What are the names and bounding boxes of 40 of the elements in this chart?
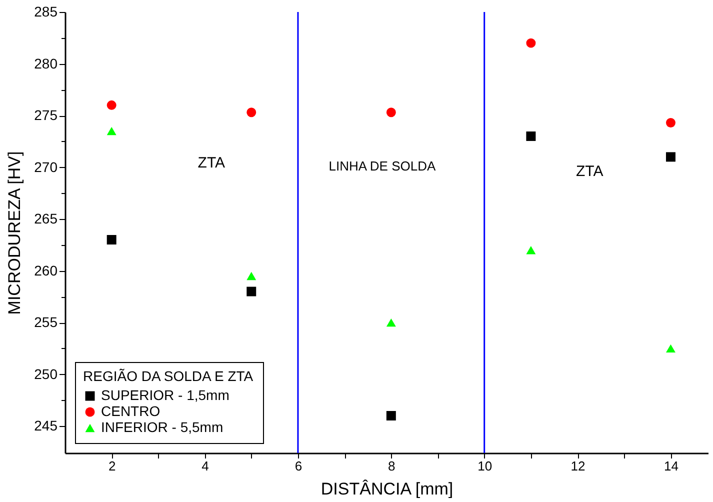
point bbox=[526, 38, 536, 48]
point bbox=[246, 272, 256, 280]
point bbox=[526, 131, 536, 141]
legend-label: SUPERIOR - 1,5mm bbox=[101, 387, 230, 403]
point bbox=[386, 410, 396, 420]
point bbox=[666, 118, 676, 128]
x-tick-label: 4 bbox=[202, 458, 209, 474]
x-tick-label: 8 bbox=[388, 458, 396, 474]
legend-label: INFERIOR - 5,5mm bbox=[101, 419, 224, 435]
y-tick-label: 260 bbox=[34, 262, 58, 278]
y-tick-label: 285 bbox=[34, 4, 58, 20]
point bbox=[666, 152, 676, 162]
annotation: ZTA bbox=[198, 154, 226, 172]
x-tick-label: 14 bbox=[664, 458, 678, 474]
annotation: LINHA DE SOLDA bbox=[328, 158, 436, 174]
point bbox=[246, 286, 256, 296]
legend-label: CENTRO bbox=[101, 403, 160, 419]
annotation: ZTA bbox=[576, 162, 604, 180]
y-tick-label: 270 bbox=[34, 158, 58, 175]
y-tick-label: 265 bbox=[34, 210, 58, 227]
y-tick-label: 275 bbox=[34, 107, 58, 124]
legend-title: REGIÃO DA SOLDA E ZTA bbox=[83, 368, 254, 384]
y-tick-label: 250 bbox=[34, 366, 58, 382]
point bbox=[386, 108, 396, 118]
y-tick-label: 245 bbox=[34, 418, 58, 434]
x-axis-title: DISTÂNCIA [mm] bbox=[320, 480, 454, 498]
y-tick-label: 255 bbox=[34, 314, 58, 330]
point bbox=[246, 108, 256, 118]
x-tick-label: 10 bbox=[478, 458, 492, 474]
point bbox=[106, 235, 116, 244]
y-tick-label: 280 bbox=[34, 55, 58, 72]
point bbox=[666, 344, 676, 353]
point bbox=[106, 126, 116, 136]
x-tick-label: 2 bbox=[108, 458, 116, 474]
x-tick-label: 12 bbox=[570, 458, 586, 474]
point bbox=[106, 100, 116, 110]
x-tick-label: 6 bbox=[294, 458, 302, 474]
y-axis-title: MICRODUREZA [HV] bbox=[5, 151, 24, 315]
point bbox=[386, 318, 396, 327]
point bbox=[526, 246, 536, 254]
